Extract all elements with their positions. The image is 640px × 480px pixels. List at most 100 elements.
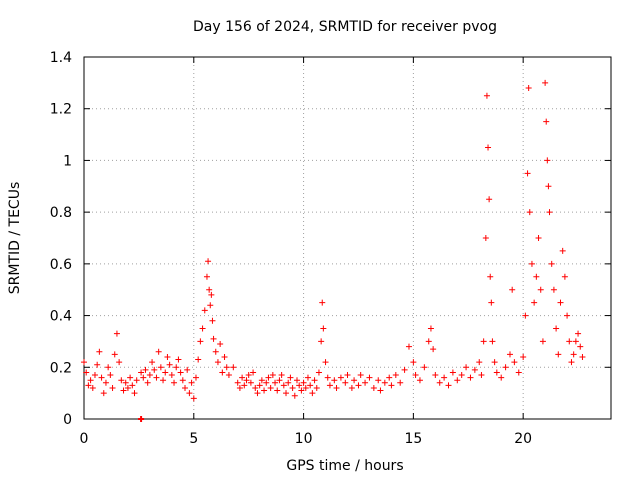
data-point [545, 183, 552, 190]
data-point [265, 374, 272, 381]
data-point [533, 273, 540, 280]
data-point [302, 384, 309, 391]
y-tick-label: 1.4 [50, 50, 72, 66]
data-point [553, 325, 560, 332]
data-point [182, 384, 189, 391]
data-point [388, 382, 395, 389]
data-point [236, 384, 243, 391]
data-point [436, 379, 443, 386]
data-point [81, 359, 87, 366]
data-point [366, 374, 373, 381]
x-tick-label: 10 [295, 431, 313, 447]
data-point [348, 384, 355, 391]
data-point [217, 341, 224, 348]
data-point [489, 338, 496, 345]
data-point [445, 382, 452, 389]
data-point [515, 369, 522, 376]
data-point [263, 379, 270, 386]
data-point [526, 209, 533, 216]
data-point [570, 351, 577, 358]
data-point [557, 299, 564, 306]
data-point [476, 359, 483, 366]
axis-ticks: 0 5 10 15 20 0 0.2 0.4 0.6 0.8 1 1.2 1.4 [50, 50, 611, 447]
data-point [561, 273, 568, 280]
data-point [184, 366, 191, 373]
data-point [278, 372, 285, 379]
data-point [313, 384, 320, 391]
y-axis-label: SRMTID / TECUs [7, 182, 23, 295]
data-point [397, 379, 404, 386]
data-point [142, 366, 149, 373]
y-tick-label: 0.8 [50, 205, 72, 221]
data-point [546, 209, 553, 216]
data-point [113, 330, 120, 337]
data-point [487, 273, 494, 280]
data-point [287, 374, 294, 381]
data-point [234, 379, 241, 386]
data-point [502, 364, 509, 371]
data-point [331, 377, 338, 384]
data-point [296, 382, 303, 389]
data-point [190, 395, 197, 402]
data-point [522, 312, 529, 319]
data-point [454, 377, 461, 384]
data-point [129, 382, 136, 389]
data-point [258, 377, 265, 384]
data-point [315, 369, 322, 376]
chart-title: Day 156 of 2024, SRMTID for receiver pvo… [193, 19, 497, 35]
data-point [94, 361, 101, 368]
data-point [528, 260, 535, 267]
data-point [542, 79, 549, 86]
data-point [300, 379, 307, 386]
data-point [102, 379, 109, 386]
data-point [124, 384, 131, 391]
data-point [564, 312, 571, 319]
data-point [195, 356, 202, 363]
data-point [491, 359, 498, 366]
data-point [410, 359, 417, 366]
data-point [311, 377, 318, 384]
y-tick-label: 0 [63, 412, 72, 428]
data-point [197, 338, 204, 345]
data-point [524, 170, 531, 177]
data-point [140, 374, 147, 381]
x-tick-label: 0 [80, 431, 89, 447]
data-point [122, 379, 129, 386]
data-point [467, 374, 474, 381]
data-point [568, 359, 575, 366]
data-point [566, 338, 573, 345]
data-point [171, 379, 178, 386]
data-point [157, 364, 164, 371]
data-point [192, 374, 199, 381]
data-point [269, 372, 276, 379]
data-point [425, 338, 432, 345]
data-point [520, 353, 527, 360]
data-point [416, 377, 423, 384]
y-tick-label: 0.2 [50, 360, 72, 376]
data-point [509, 286, 516, 293]
data-point [120, 387, 127, 394]
data-point [377, 387, 384, 394]
data-point [555, 351, 562, 358]
data-point [223, 364, 230, 371]
data-point [401, 366, 408, 373]
data-point [100, 390, 107, 397]
data-point [535, 235, 542, 241]
data-point [289, 384, 296, 391]
y-tick-label: 1 [63, 153, 72, 169]
x-axis-label: GPS time / hours [286, 458, 403, 474]
data-point [304, 374, 311, 381]
data-point [276, 377, 283, 384]
data-point [291, 392, 298, 399]
data-point [179, 377, 186, 384]
data-point [203, 273, 210, 280]
data-point [105, 364, 112, 371]
data-point [482, 235, 489, 241]
data-point [261, 387, 268, 394]
data-point [225, 372, 232, 379]
data-point [322, 359, 329, 366]
data-point [153, 374, 160, 381]
data-point [168, 372, 175, 379]
data-point [219, 369, 226, 376]
